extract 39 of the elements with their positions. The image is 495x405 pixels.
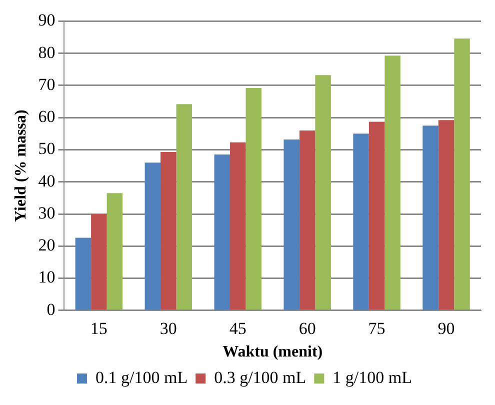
y-tick-label: 50 [38, 139, 56, 158]
y-axis-title: Yield (% massa) [12, 110, 30, 222]
bar [144, 162, 161, 310]
legend-label: 1 g/100 mL [332, 368, 412, 387]
y-tick-label: 70 [38, 74, 56, 94]
y-tick-label: 30 [38, 203, 56, 222]
x-tick-label: 60 [298, 319, 316, 338]
bar [75, 238, 92, 310]
y-tick-label: 0 [46, 300, 56, 319]
x-axis-title: Waktu (menit) [222, 344, 323, 361]
y-tick-label: 20 [38, 236, 56, 255]
bar [106, 193, 123, 310]
bar [315, 75, 331, 310]
legend-label: 0.3 g/100 mL [214, 368, 306, 387]
y-tick-label: 40 [38, 171, 56, 190]
bar [353, 134, 369, 310]
y-tick-label: 90 [38, 10, 56, 30]
bar [91, 214, 107, 310]
legend-label: 0.1 g/100 mL [96, 368, 188, 387]
bar [284, 139, 300, 310]
bar [368, 122, 385, 310]
bar [214, 154, 230, 310]
bar [176, 104, 192, 310]
y-tick-label: 60 [38, 107, 56, 126]
x-tick-label: 30 [160, 319, 177, 338]
bar [246, 88, 262, 310]
bar [230, 142, 246, 310]
bar [299, 130, 316, 310]
bar [384, 56, 400, 310]
x-tick-label: 90 [438, 319, 455, 338]
y-tick-label: 10 [38, 268, 56, 287]
y-tick-label: 80 [38, 42, 56, 62]
x-tick-label: 45 [229, 319, 246, 338]
x-tick-label: 15 [90, 319, 108, 338]
bar [454, 38, 470, 310]
bar [160, 152, 176, 310]
bar [438, 120, 454, 310]
x-tick-label: 75 [368, 319, 386, 338]
bar [422, 126, 438, 310]
